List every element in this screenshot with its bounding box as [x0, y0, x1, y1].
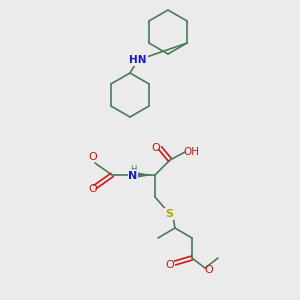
Text: S: S [165, 209, 173, 219]
Text: O: O [152, 143, 160, 153]
Text: O: O [88, 184, 98, 194]
Text: O: O [88, 152, 98, 162]
Text: HN: HN [129, 55, 147, 65]
Text: O: O [205, 265, 213, 275]
Polygon shape [138, 172, 153, 178]
Text: H: H [130, 166, 136, 175]
Text: OH: OH [183, 147, 199, 157]
Text: N: N [128, 171, 138, 181]
Text: O: O [166, 260, 174, 270]
